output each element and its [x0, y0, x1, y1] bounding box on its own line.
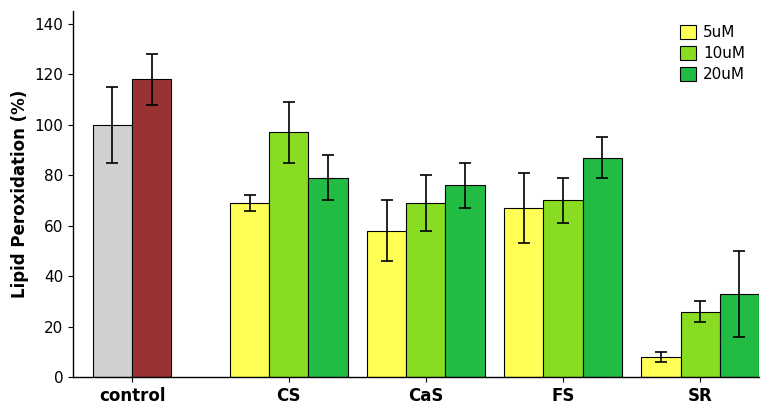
- Bar: [407, 203, 446, 377]
- Bar: [308, 178, 347, 377]
- Bar: [367, 231, 407, 377]
- Bar: [583, 158, 621, 377]
- Legend: 5uM, 10uM, 20uM: 5uM, 10uM, 20uM: [674, 19, 752, 89]
- Bar: [270, 132, 308, 377]
- Bar: [641, 357, 681, 377]
- Bar: [720, 294, 759, 377]
- Bar: [132, 79, 171, 377]
- Bar: [681, 312, 720, 377]
- Bar: [446, 185, 484, 377]
- Bar: [504, 208, 544, 377]
- Bar: [230, 203, 270, 377]
- Bar: [544, 201, 583, 377]
- Bar: [93, 125, 132, 377]
- Y-axis label: Lipid Peroxidation (%): Lipid Peroxidation (%): [11, 90, 29, 298]
